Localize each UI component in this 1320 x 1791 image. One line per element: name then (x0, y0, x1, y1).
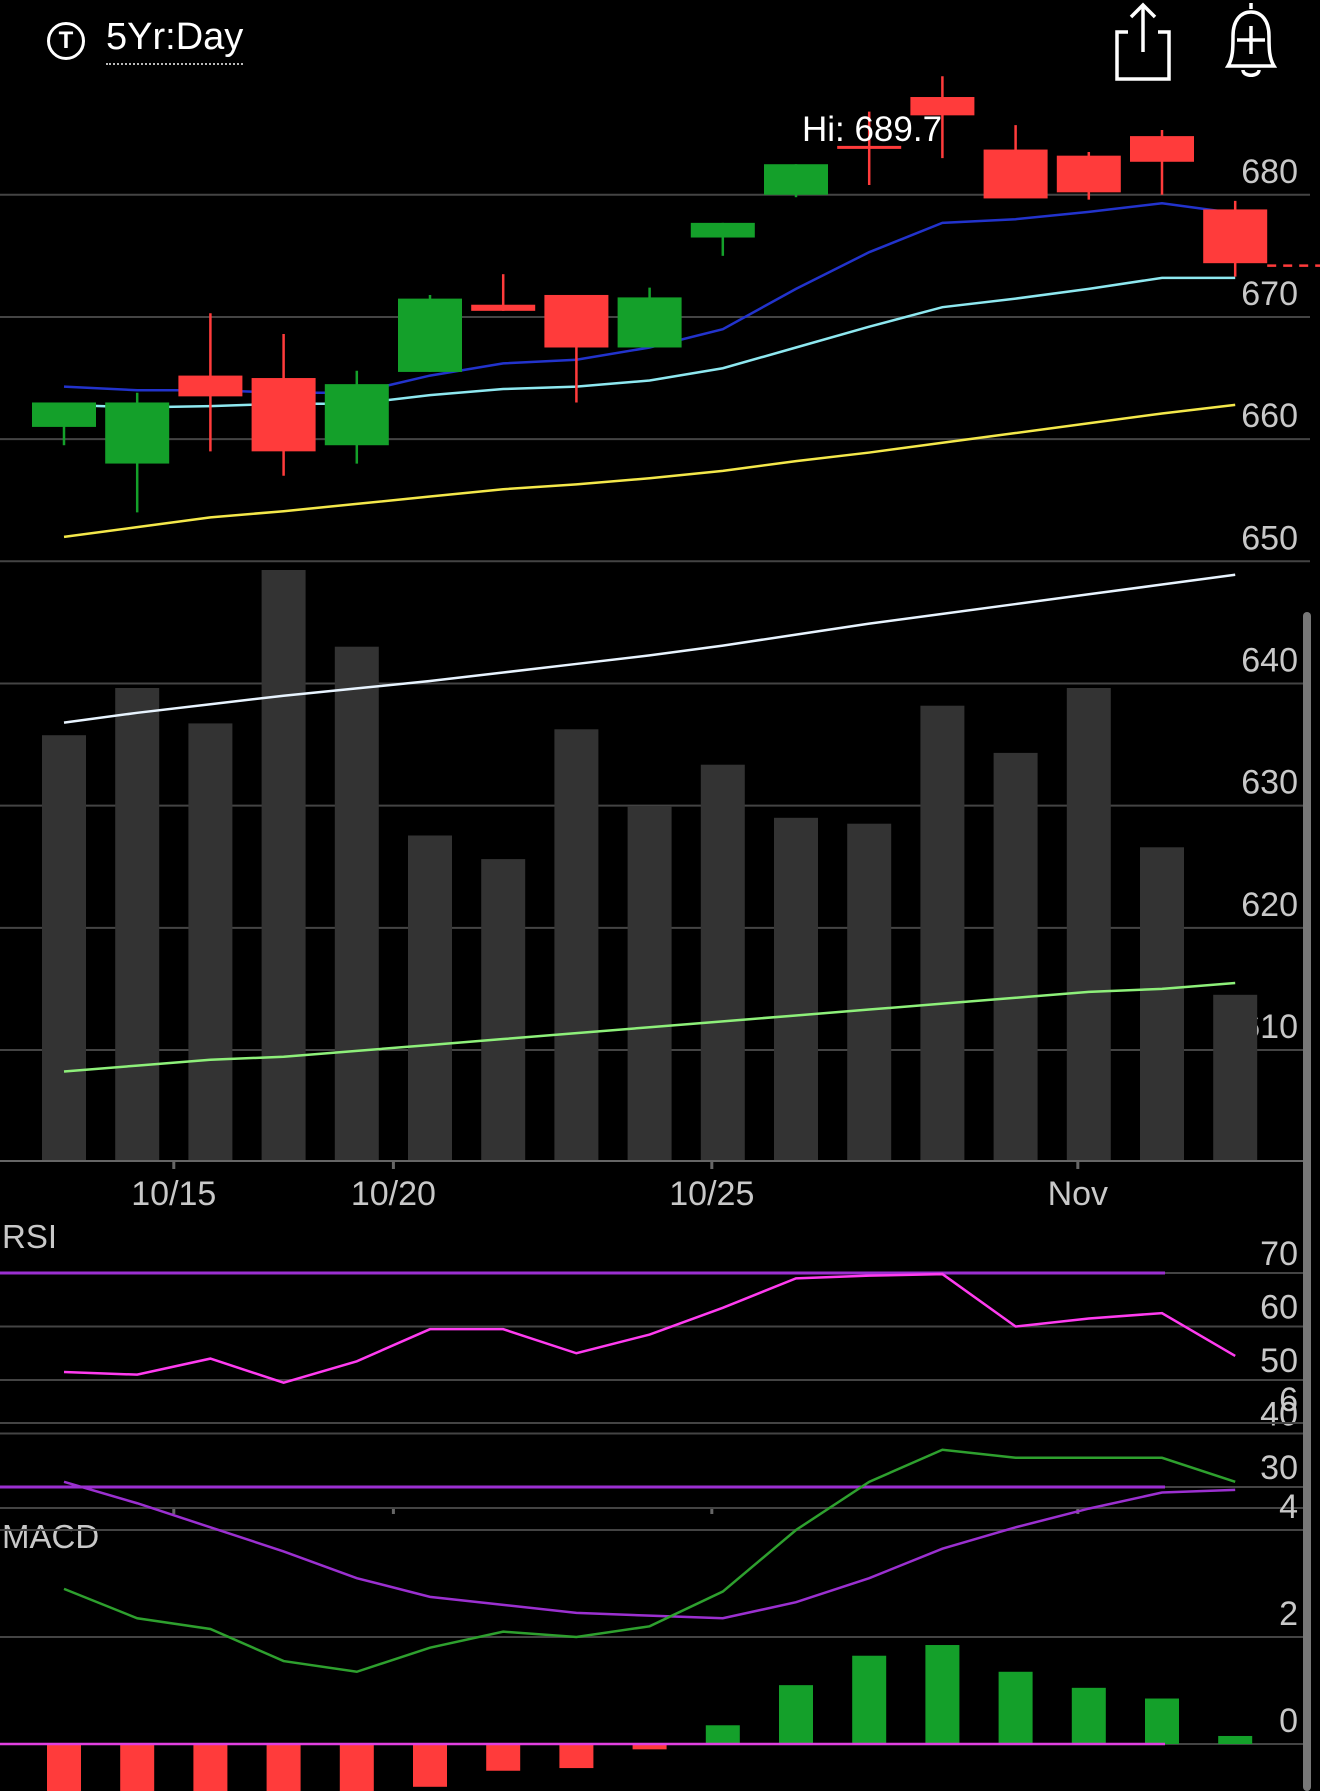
volume-average-line (63, 981, 1236, 1073)
candle-body (910, 97, 975, 116)
volume-bar (554, 729, 599, 1160)
macd-histogram-bar (486, 1744, 521, 1771)
high-annotation: Hi: 689.7 (802, 110, 942, 149)
volume-bar (920, 705, 965, 1160)
candle-body (1056, 155, 1121, 193)
macd-histogram-bar (779, 1685, 813, 1744)
price-tick-label: 650 (1241, 519, 1298, 557)
volume-bar (42, 735, 86, 1160)
candle-body (690, 222, 755, 238)
period-selector[interactable]: 5Yr:Day (106, 16, 244, 65)
scrollbar[interactable] (1303, 612, 1311, 1791)
candle-body (105, 402, 170, 464)
macd-tick-label: 4 (1279, 1488, 1298, 1526)
macd-histogram-bar (193, 1744, 228, 1791)
volume-bar (1140, 847, 1184, 1160)
rsi-line (63, 1272, 1236, 1384)
ticker-type-icon: T (47, 22, 85, 60)
rsi-tick-label: 50 (1260, 1342, 1298, 1380)
candle-body (1203, 209, 1268, 264)
macd-title: MACD (2, 1518, 99, 1555)
candle-body (544, 294, 609, 348)
price-tick-label: 620 (1241, 886, 1298, 924)
macd-histogram-bar (266, 1744, 301, 1791)
volume-bar (847, 823, 892, 1160)
candle-body (764, 164, 828, 195)
candle-body (837, 145, 902, 149)
candle-body (398, 298, 462, 372)
macd-signal-line (63, 1480, 1236, 1620)
volume-bars (42, 570, 1258, 1160)
macd-tick-label: 0 (1279, 1702, 1298, 1740)
candle-body (251, 378, 316, 452)
macd-histogram-bar (47, 1744, 81, 1791)
price-tick-label: 660 (1241, 397, 1298, 435)
rsi-tick-label: 40 (1260, 1396, 1298, 1434)
add-alert-bell-icon[interactable] (1216, 0, 1286, 82)
candle-body (983, 149, 1048, 199)
candle-body (324, 384, 389, 446)
rsi-tick-label: 60 (1260, 1289, 1298, 1327)
macd-histogram-bar (1218, 1735, 1253, 1744)
candle-body (617, 297, 682, 348)
candle-body (1130, 136, 1194, 162)
volume-bar (993, 752, 1038, 1160)
macd-histogram-bar (339, 1744, 374, 1791)
volume-bar (261, 570, 306, 1160)
rsi-tick-label: 30 (1260, 1449, 1298, 1487)
macd-histogram-bar (852, 1655, 887, 1744)
macd-histogram-bar (925, 1645, 960, 1744)
x-tick-label: 10/20 (351, 1175, 436, 1213)
macd-line (63, 1448, 1236, 1674)
macd-histogram-bar (632, 1744, 667, 1750)
rsi-tick-label: 70 (1260, 1235, 1298, 1273)
macd-histogram-bar (413, 1744, 447, 1787)
macd-tick-label: 6 (1279, 1381, 1298, 1419)
share-icon[interactable] (1112, 0, 1174, 82)
volume-bar (188, 723, 233, 1160)
volume-bar (1213, 994, 1258, 1160)
volume-bar (115, 688, 160, 1160)
sma-200-line (63, 573, 1236, 724)
candle-body (32, 402, 96, 427)
rsi-panel: 70 60 50 40 30 (0, 1235, 1310, 1489)
volume-bar (700, 764, 745, 1160)
volume-bar (627, 806, 672, 1160)
x-tick-label: 10/15 (131, 1175, 216, 1213)
candle-body (471, 304, 536, 311)
rsi-title: RSI (2, 1218, 57, 1255)
macd-histogram-bar (705, 1725, 740, 1744)
macd-histogram-bar (559, 1744, 594, 1769)
candle-body (178, 375, 243, 397)
x-tick-label: Nov (1048, 1175, 1108, 1213)
macd-panel: 6 4 2 0 (0, 1381, 1310, 1791)
top-bar: T 5Yr:Day (0, 0, 1320, 82)
price-candles (32, 76, 1320, 724)
volume-bar (334, 646, 379, 1160)
volume-bar (774, 817, 818, 1160)
x-tick-label: 10/25 (669, 1175, 754, 1213)
macd-tick-label: 2 (1279, 1595, 1298, 1633)
price-tick-label: 630 (1241, 764, 1298, 802)
volume-bar (481, 859, 526, 1160)
price-tick-label: 670 (1241, 275, 1298, 313)
macd-histogram-bar (1071, 1687, 1106, 1744)
volume-bar (1066, 688, 1111, 1160)
macd-histogram-bar (120, 1744, 155, 1791)
price-tick-label: 680 (1241, 153, 1298, 191)
volume-bar (408, 835, 452, 1160)
macd-histogram-bar (998, 1671, 1033, 1744)
macd-histogram-bar (1145, 1698, 1179, 1744)
price-tick-label: 640 (1241, 641, 1298, 679)
x-axis: 10/15 10/20 10/25 Nov (0, 1160, 1310, 1514)
sma-long-line (63, 403, 1236, 539)
